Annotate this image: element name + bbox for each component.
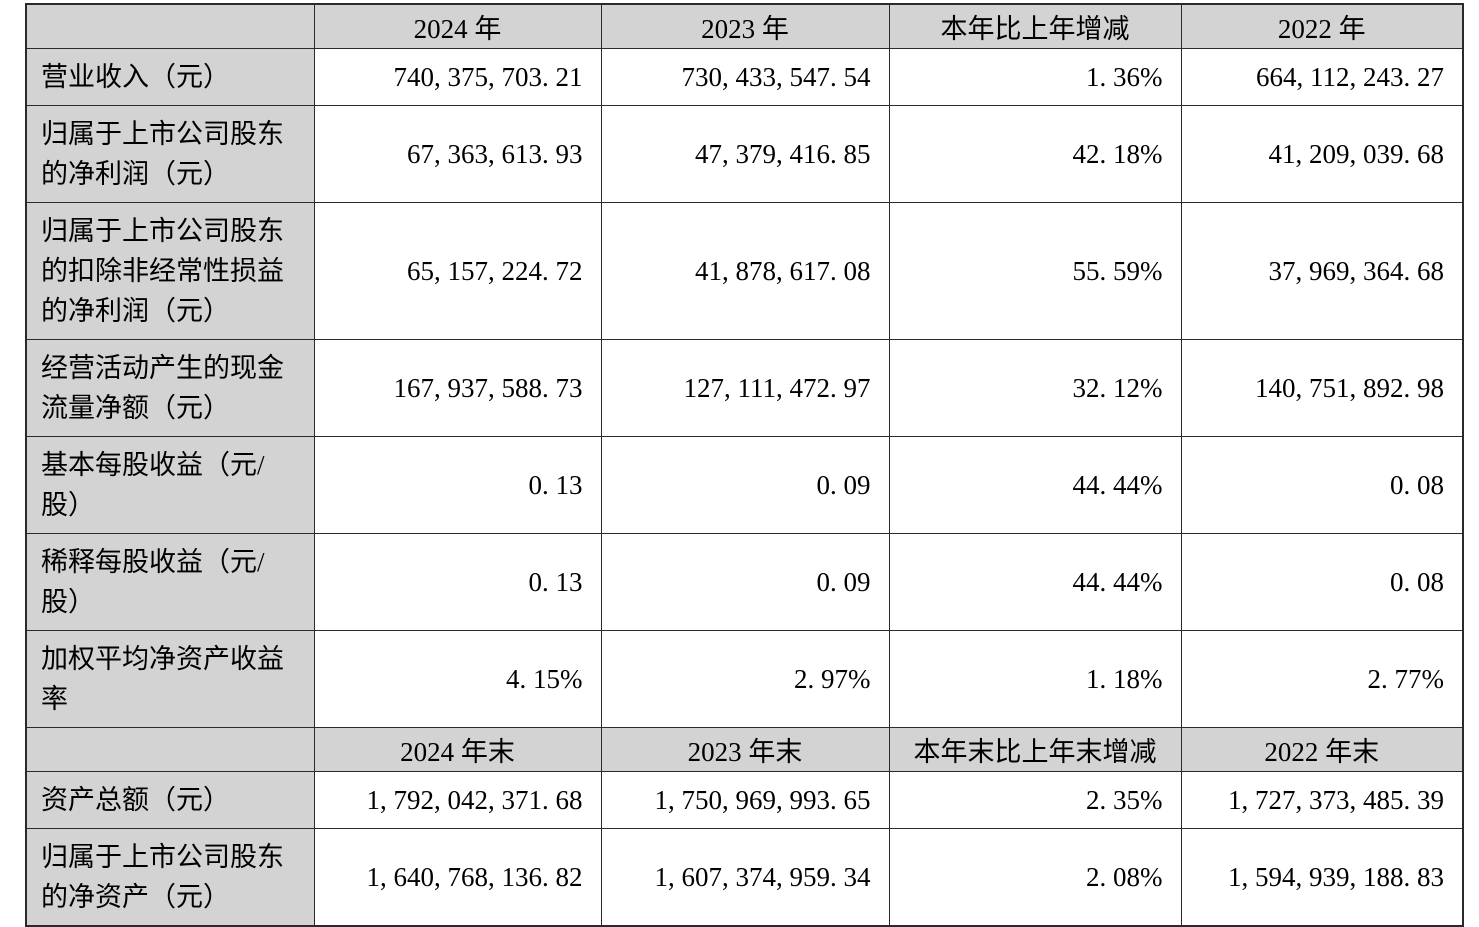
value-cell-change: 44. 44%: [888, 436, 1182, 534]
value-cell-2023: 127, 111, 472. 97: [600, 339, 890, 437]
row-label-cell: 资产总额（元）: [25, 771, 315, 829]
value-cell-change: 2. 08%: [888, 828, 1182, 927]
table-row-operating-revenue: 营业收入（元） 740, 375, 703. 21 730, 433, 547.…: [25, 48, 1464, 106]
row-label-cell: 营业收入（元）: [25, 48, 315, 106]
row-label-cell: 归属于上市公司股东的扣除非经常性损益的净利润（元）: [25, 202, 315, 340]
value-cell-2023: 41, 878, 617. 08: [600, 202, 890, 340]
value-cell-change: 32. 12%: [888, 339, 1182, 437]
value-cell-2024: 67, 363, 613. 93: [313, 105, 602, 203]
header-cell-year-end-change: 本年末比上年末增减: [888, 727, 1182, 772]
table-header-row-year-end: 2024 年末 2023 年末 本年末比上年末增减 2022 年末: [25, 727, 1464, 772]
header-cell-2023-end: 2023 年末: [600, 727, 890, 772]
value-cell-2023: 730, 433, 547. 54: [600, 48, 890, 106]
value-cell-change: 44. 44%: [888, 533, 1182, 631]
header-cell-2024: 2024 年: [313, 3, 602, 49]
value-cell-2024: 0. 13: [313, 436, 602, 534]
value-cell-2024: 0. 13: [313, 533, 602, 631]
header-cell-blank: [25, 727, 315, 772]
value-cell-2022: 0. 08: [1180, 436, 1464, 534]
value-cell-2023: 2. 97%: [600, 630, 890, 728]
value-cell-2022: 664, 112, 243. 27: [1180, 48, 1464, 106]
table-row-total-assets: 资产总额（元） 1, 792, 042, 371. 68 1, 750, 969…: [25, 771, 1464, 829]
row-label-cell: 归属于上市公司股东的净资产（元）: [25, 828, 315, 927]
row-label-cell: 经营活动产生的现金流量净额（元）: [25, 339, 315, 437]
header-cell-blank: [25, 3, 315, 49]
value-cell-2024: 1, 640, 768, 136. 82: [313, 828, 602, 927]
financial-highlights-table: 2024 年 2023 年 本年比上年增减 2022 年 营业收入（元） 740…: [25, 3, 1464, 927]
row-label-cell: 归属于上市公司股东的净利润（元）: [25, 105, 315, 203]
value-cell-2022: 41, 209, 039. 68: [1180, 105, 1464, 203]
row-label-cell: 稀释每股收益（元/股）: [25, 533, 315, 631]
table-row-net-profit-excl-nonrecurring: 归属于上市公司股东的扣除非经常性损益的净利润（元） 65, 157, 224. …: [25, 202, 1464, 340]
header-cell-2023: 2023 年: [600, 3, 890, 49]
value-cell-2023: 0. 09: [600, 436, 890, 534]
value-cell-2022: 0. 08: [1180, 533, 1464, 631]
value-cell-2023: 1, 750, 969, 993. 65: [600, 771, 890, 829]
table-row-operating-cash-flow: 经营活动产生的现金流量净额（元） 167, 937, 588. 73 127, …: [25, 339, 1464, 437]
table-row-net-assets: 归属于上市公司股东的净资产（元） 1, 640, 768, 136. 82 1,…: [25, 828, 1464, 927]
financial-highlights-table-container: 2024 年 2023 年 本年比上年增减 2022 年 营业收入（元） 740…: [25, 3, 1464, 927]
value-cell-2022: 1, 594, 939, 188. 83: [1180, 828, 1464, 927]
value-cell-2024: 4. 15%: [313, 630, 602, 728]
value-cell-2024: 740, 375, 703. 21: [313, 48, 602, 106]
header-cell-yoy-change: 本年比上年增减: [888, 3, 1182, 49]
value-cell-2024: 167, 937, 588. 73: [313, 339, 602, 437]
value-cell-2022: 1, 727, 373, 485. 39: [1180, 771, 1464, 829]
header-cell-2022-end: 2022 年末: [1180, 727, 1464, 772]
header-cell-2024-end: 2024 年末: [313, 727, 602, 772]
value-cell-change: 55. 59%: [888, 202, 1182, 340]
row-label-cell: 基本每股收益（元/股）: [25, 436, 315, 534]
value-cell-2023: 47, 379, 416. 85: [600, 105, 890, 203]
value-cell-2023: 1, 607, 374, 959. 34: [600, 828, 890, 927]
header-cell-2022: 2022 年: [1180, 3, 1464, 49]
value-cell-change: 2. 35%: [888, 771, 1182, 829]
value-cell-2023: 0. 09: [600, 533, 890, 631]
table-row-net-profit: 归属于上市公司股东的净利润（元） 67, 363, 613. 93 47, 37…: [25, 105, 1464, 203]
value-cell-2022: 2. 77%: [1180, 630, 1464, 728]
table-row-weighted-avg-roe: 加权平均净资产收益率 4. 15% 2. 97% 1. 18% 2. 77%: [25, 630, 1464, 728]
table-header-row-annual: 2024 年 2023 年 本年比上年增减 2022 年: [25, 3, 1464, 49]
value-cell-change: 42. 18%: [888, 105, 1182, 203]
value-cell-2024: 65, 157, 224. 72: [313, 202, 602, 340]
value-cell-2022: 140, 751, 892. 98: [1180, 339, 1464, 437]
value-cell-2024: 1, 792, 042, 371. 68: [313, 771, 602, 829]
value-cell-change: 1. 36%: [888, 48, 1182, 106]
table-row-diluted-eps: 稀释每股收益（元/股） 0. 13 0. 09 44. 44% 0. 08: [25, 533, 1464, 631]
value-cell-2022: 37, 969, 364. 68: [1180, 202, 1464, 340]
row-label-cell: 加权平均净资产收益率: [25, 630, 315, 728]
value-cell-change: 1. 18%: [888, 630, 1182, 728]
table-row-basic-eps: 基本每股收益（元/股） 0. 13 0. 09 44. 44% 0. 08: [25, 436, 1464, 534]
